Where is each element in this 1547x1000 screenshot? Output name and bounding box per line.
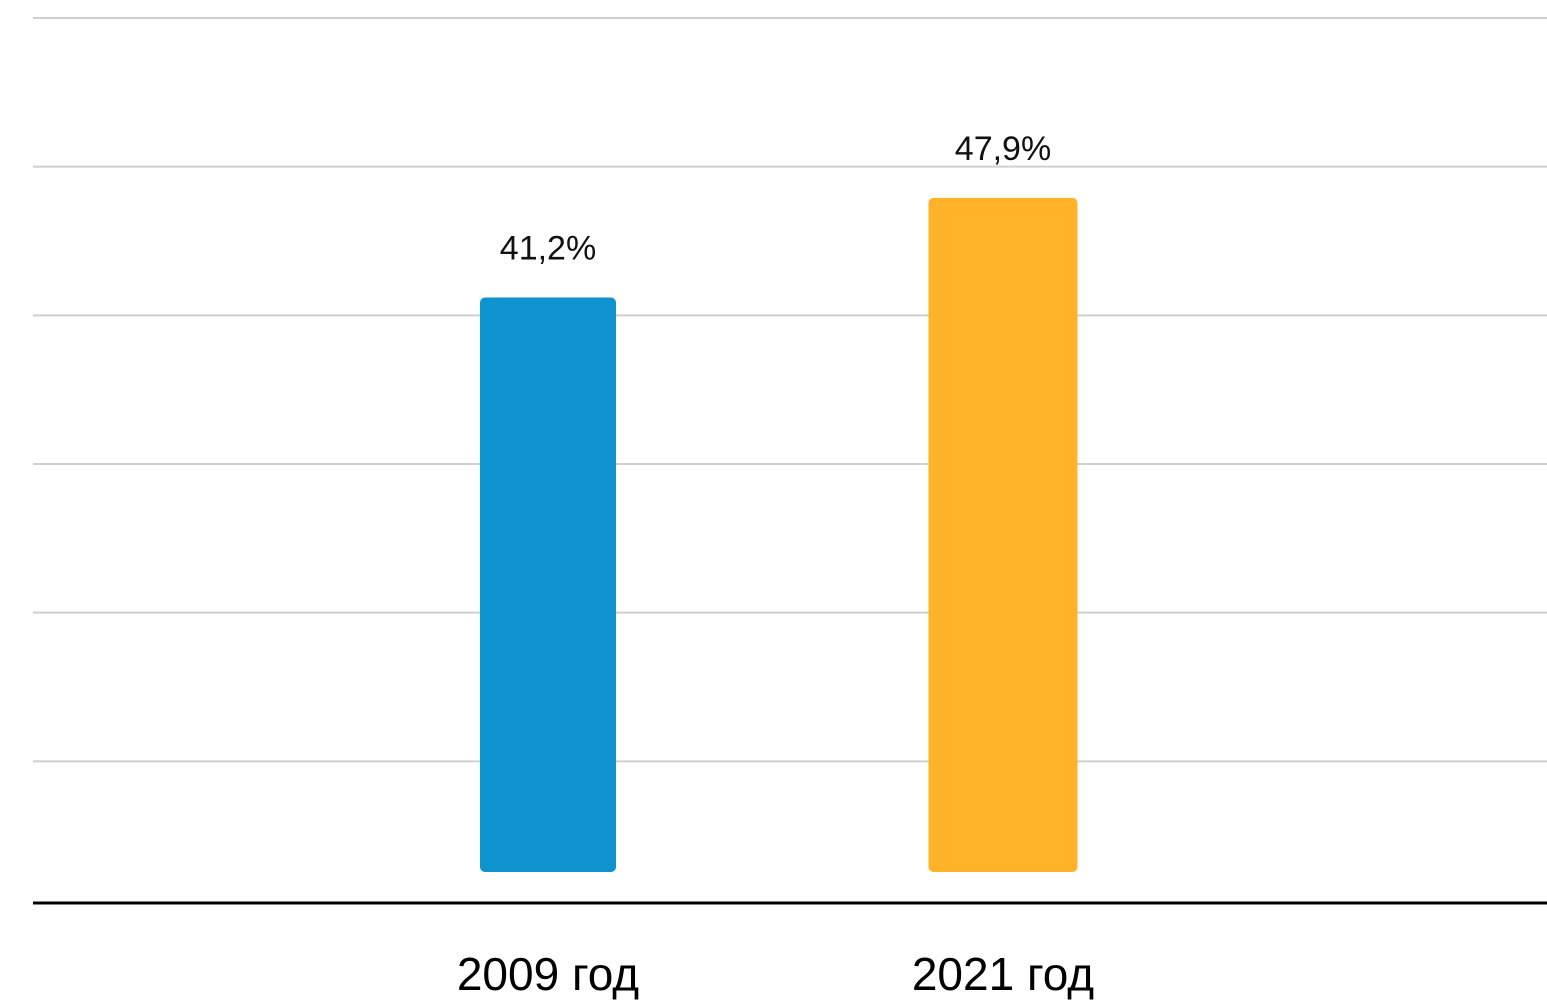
x-tick-label: 2021 год	[912, 948, 1094, 1000]
bar-2	[928, 197, 1078, 873]
value-labels: 41,2% 47,9%	[500, 130, 1051, 268]
gridlines	[33, 17, 1547, 763]
bar-1	[480, 297, 616, 872]
value-label: 47,9%	[955, 130, 1051, 168]
x-tick-label: 2009 год	[457, 948, 639, 1000]
x-axis-tick-labels: 2009 год 2021 год	[457, 948, 1094, 1000]
value-label: 41,2%	[500, 229, 596, 267]
bars	[480, 197, 1078, 873]
